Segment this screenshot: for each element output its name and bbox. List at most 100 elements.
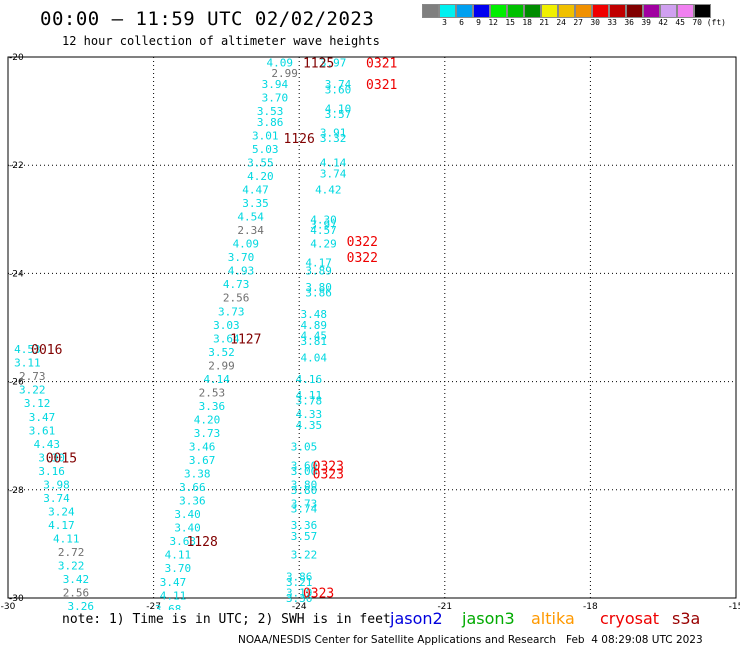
legend-cryosat: cryosat	[600, 609, 660, 628]
wave-height-point: 3.30	[38, 451, 65, 464]
wave-height-point: 3.03	[213, 319, 240, 332]
y-tick-label: -26	[9, 378, 24, 388]
wave-height-point: 3.26	[68, 600, 95, 610]
wave-height-point: 3.74	[325, 78, 352, 91]
wave-height-point: 3.40	[174, 508, 201, 521]
wave-height-point: 4.20	[194, 413, 221, 426]
colorbar-label: 12	[488, 18, 498, 27]
pass-time-label: 1127	[230, 332, 261, 347]
wave-height-point: 3.40	[174, 522, 201, 535]
wave-height-point: 3.70	[228, 251, 255, 264]
x-tick-label: -15	[729, 602, 740, 610]
wave-height-point: 4.43	[34, 438, 61, 451]
wave-height-point: 3.00	[291, 465, 318, 478]
units-note: note: 1) Time is in UTC; 2) SWH is in fe…	[62, 612, 391, 627]
colorbar-label: 33	[607, 18, 617, 27]
colorbar-label: 18	[522, 18, 532, 27]
wave-height-point: 4.29	[310, 238, 337, 251]
wave-height-point: 3.74	[43, 492, 70, 505]
colorbar-swatch	[558, 4, 575, 18]
wave-height-point: 3.91	[320, 127, 347, 140]
colorbar-swatch	[609, 4, 626, 18]
wave-height-point: 5.03	[252, 143, 279, 156]
wave-height-point: 3.36	[199, 400, 226, 413]
wave-height-point: 4.09	[267, 56, 294, 69]
wave-height-point: 3.36	[179, 495, 206, 508]
wave-height-point: 3.55	[247, 156, 274, 169]
pass-time-label: 0323	[313, 468, 344, 483]
wave-height-point: 3.74	[291, 503, 318, 516]
colorbar-label: 39	[641, 18, 651, 27]
colorbar-swatch	[592, 4, 609, 18]
colorbar-label: 36	[624, 18, 634, 27]
y-tick-label: -28	[9, 486, 24, 496]
colorbar-swatch	[422, 4, 439, 18]
colorbar-label: 24	[556, 18, 566, 27]
wave-height-point: 4.93	[228, 265, 255, 278]
legend-jason2: jason2	[390, 609, 443, 628]
wave-height-point: 2.56	[63, 587, 90, 600]
wave-height-point: 4.42	[315, 184, 342, 197]
x-tick-label: -27	[146, 602, 161, 610]
wave-height-point: 4.54	[237, 211, 264, 224]
wave-height-point: 3.64	[213, 332, 240, 345]
pass-time-label: 0016	[31, 343, 62, 358]
wave-height-scatter: -30 -27 -24 -21 -18 -15 -20 -22 -24 -26 -28 -30 4.09…	[1, 53, 740, 610]
colorbar-swatch	[490, 4, 507, 18]
wave-height-point: 3.16	[38, 465, 65, 478]
wave-height-point: 3.01	[252, 129, 279, 142]
wave-height-point: 3.36	[291, 519, 318, 532]
wave-height-point: 3.81	[301, 335, 328, 348]
wave-height-point: 4.14	[203, 373, 230, 386]
colorbar-swatch	[677, 4, 694, 18]
wave-height-point: 3.52	[208, 346, 235, 359]
wave-height-point: 3.61	[29, 424, 56, 437]
colorbar-swatch	[626, 4, 643, 18]
wave-height-point: 4.33	[296, 408, 323, 421]
colorbar-swatch	[456, 4, 473, 18]
wave-height-point: 4.11	[53, 532, 80, 545]
wave-height-point: 3.38	[184, 468, 211, 481]
legend-s3a: s3a	[672, 609, 701, 628]
wave-height-point: 3.73	[194, 427, 221, 440]
pass-time-label: 0321	[366, 78, 397, 93]
footer-credit: NOAA/NESDIS Center for Satellite Applica…	[238, 634, 703, 646]
colorbar-swatch	[524, 4, 541, 18]
wave-height-point: 2.99	[208, 359, 235, 372]
y-tick-label: -30	[9, 594, 24, 604]
wave-height-point: 4.04	[301, 351, 328, 364]
wave-height-point: 3.53	[257, 105, 284, 118]
wave-height-point: 4.35	[296, 419, 323, 432]
wave-height-point: 3.11	[14, 357, 41, 370]
wave-height-point: 3.60	[325, 83, 352, 96]
chart-subtitle: 12 hour collection of altimeter wave hei…	[62, 34, 380, 48]
wave-height-point: 3.57	[291, 530, 318, 543]
wave-height-point: 3.80	[291, 478, 318, 491]
wave-height-point: 3.86	[286, 570, 313, 583]
wave-height-point: 4.30	[310, 213, 337, 226]
colorbar-label: 21	[539, 18, 549, 27]
wave-height-point: 3.80	[305, 281, 332, 294]
colorbar-swatch	[660, 4, 677, 18]
wave-height-point: 3.67	[189, 454, 216, 467]
colorbar-label: 9	[476, 18, 481, 27]
colorbar-label: 3	[442, 18, 447, 27]
wave-height-point: 4.11	[165, 549, 192, 562]
wave-height-point: 2.99	[271, 67, 298, 80]
wave-height-point: 3.63	[169, 535, 196, 548]
wave-height-point: 3.68	[155, 603, 182, 610]
wave-height-point: 3.66	[179, 481, 206, 494]
y-tick-label: -20	[9, 53, 24, 63]
pass-time-label: 0323	[303, 587, 334, 602]
legend-jason3: jason3	[462, 609, 515, 628]
wave-height-point: 3.80	[291, 484, 318, 497]
wave-height-point: 3.19	[286, 587, 313, 600]
wave-height-point: 4.09	[233, 238, 260, 251]
wave-height-point: 3.36	[286, 592, 313, 605]
colorbar-label: 30	[590, 18, 600, 27]
wave-height-point: 4.20	[247, 170, 274, 183]
colorbar-label: 70	[692, 18, 702, 27]
wave-height-point: 4.53	[14, 343, 41, 356]
pass-time-label: 0322	[347, 235, 378, 250]
wave-height-point: 4.11	[160, 589, 187, 602]
